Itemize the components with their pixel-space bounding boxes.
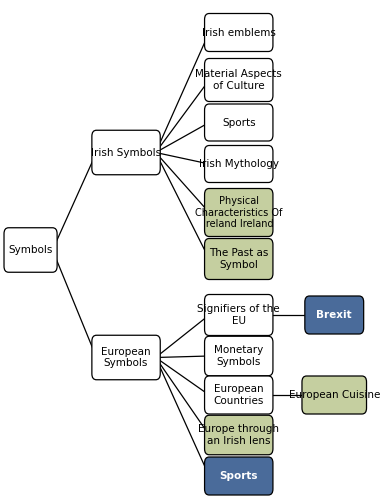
FancyBboxPatch shape	[205, 376, 273, 414]
Text: European Cuisine: European Cuisine	[288, 390, 380, 400]
Text: The Past as
Symbol: The Past as Symbol	[209, 248, 269, 270]
FancyBboxPatch shape	[205, 336, 273, 376]
FancyBboxPatch shape	[205, 14, 273, 52]
Text: Irish Symbols: Irish Symbols	[91, 148, 161, 158]
FancyBboxPatch shape	[205, 58, 273, 102]
FancyBboxPatch shape	[205, 238, 273, 280]
FancyBboxPatch shape	[302, 376, 367, 414]
Text: Irish emblems: Irish emblems	[202, 28, 276, 38]
FancyBboxPatch shape	[92, 130, 160, 175]
FancyBboxPatch shape	[205, 146, 273, 182]
Text: Monetary
Symbols: Monetary Symbols	[214, 345, 263, 367]
FancyBboxPatch shape	[205, 188, 273, 236]
Text: Material Aspects
of Culture: Material Aspects of Culture	[195, 69, 282, 91]
Text: Europe through
an Irish lens: Europe through an Irish lens	[198, 424, 279, 446]
FancyBboxPatch shape	[4, 228, 57, 272]
Text: Symbols: Symbols	[8, 245, 53, 255]
Text: Signifiers of the
EU: Signifiers of the EU	[197, 304, 280, 326]
FancyBboxPatch shape	[205, 294, 273, 336]
Text: Sports: Sports	[222, 118, 256, 128]
Text: European
Symbols: European Symbols	[101, 346, 151, 368]
Text: European
Countries: European Countries	[214, 384, 264, 406]
FancyBboxPatch shape	[205, 457, 273, 495]
FancyBboxPatch shape	[205, 415, 273, 455]
FancyBboxPatch shape	[305, 296, 364, 334]
Text: Brexit: Brexit	[316, 310, 352, 320]
Text: Irish Mythology: Irish Mythology	[199, 159, 279, 169]
Text: Sports: Sports	[220, 471, 258, 481]
FancyBboxPatch shape	[205, 104, 273, 141]
FancyBboxPatch shape	[92, 336, 160, 380]
Text: Physical
Characteristics Of
Ireland Ireland: Physical Characteristics Of Ireland Irel…	[195, 196, 282, 229]
